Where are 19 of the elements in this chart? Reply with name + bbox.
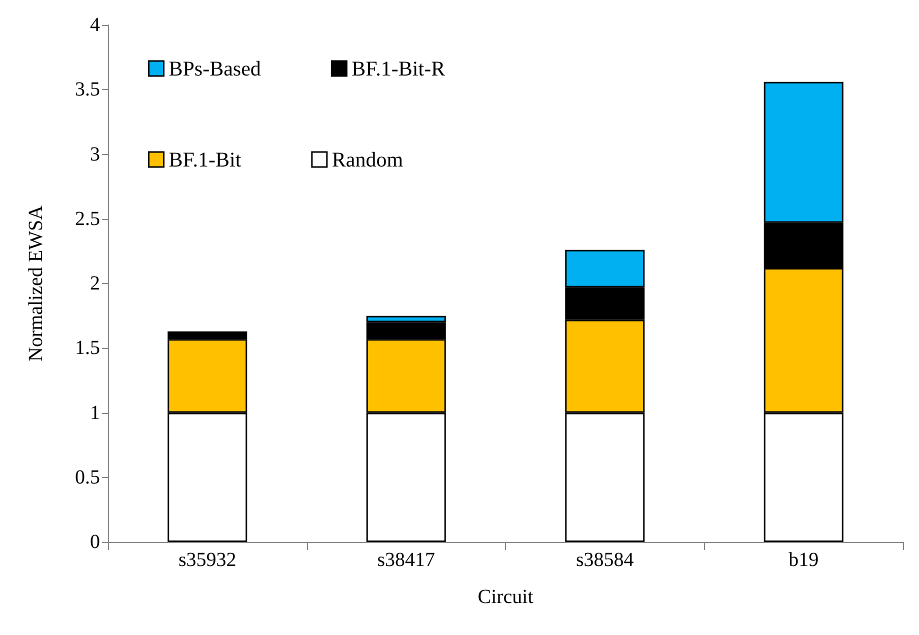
x-tick-label: s38584 (576, 549, 634, 571)
y-axis-title: Normalized EWSA (25, 204, 47, 362)
y-tick-label: 3.5 (75, 78, 100, 101)
y-tick-label: 0.5 (75, 466, 100, 488)
y-tick-label: 1 (90, 402, 100, 424)
legend-label: BF.1-Bit-R (352, 56, 446, 80)
y-tick-label: 2.5 (75, 208, 100, 230)
x-tick-label: b19 (788, 549, 819, 571)
legend-label: BPs-Based (168, 56, 262, 80)
x-axis-title: Circuit (478, 586, 534, 608)
legend-label: Random (332, 148, 404, 172)
y-tick-label: 3 (90, 143, 100, 166)
y-tick-label: 4 (90, 14, 100, 36)
legend-label: BF.1-Bit (168, 148, 242, 172)
x-tick-label: s38417 (377, 549, 436, 571)
y-tick-label: 0 (90, 531, 100, 553)
y-tick-label: 2 (90, 272, 100, 294)
y-tick-label: 1.5 (75, 337, 100, 360)
x-tick-label: s35932 (178, 549, 236, 571)
